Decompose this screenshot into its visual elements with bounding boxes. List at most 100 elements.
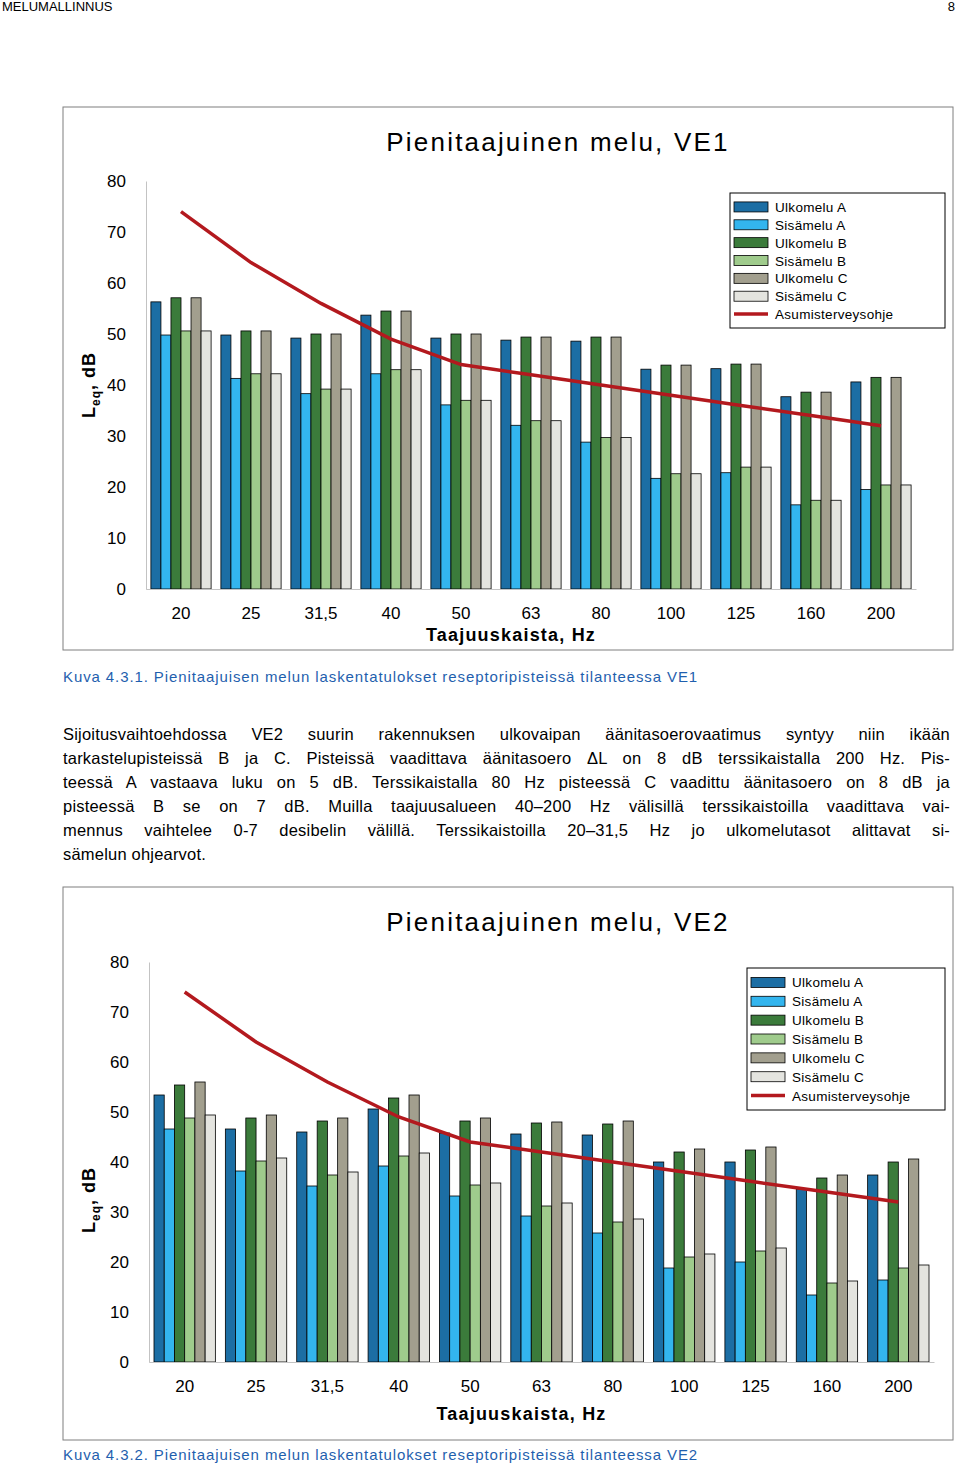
x-tick: 200 <box>867 589 895 623</box>
chart-title: Pienitaajuinen melu, VE1 <box>386 127 729 157</box>
bar <box>481 400 491 589</box>
y-tick: 80 <box>110 953 149 972</box>
bar <box>562 1203 572 1362</box>
y-tick-label: 80 <box>107 172 126 191</box>
plot-area <box>151 212 911 589</box>
x-tick: 31,5 <box>311 1362 344 1396</box>
x-tick-label: 50 <box>452 604 471 623</box>
page: MELUMALLINNUS8Pienitaajuinen melu, VE101… <box>0 0 960 1466</box>
bar <box>161 335 171 589</box>
legend-swatch <box>751 1034 785 1044</box>
x-tick: 25 <box>242 589 261 623</box>
bar <box>511 425 521 589</box>
bar <box>888 1162 898 1362</box>
x-axis: 202531,540506380100125160200 <box>147 589 917 623</box>
x-tick: 50 <box>452 589 471 623</box>
x-tick-label: 200 <box>884 1377 912 1396</box>
chart: Pienitaajuinen melu, VE20102030405060708… <box>63 887 953 1440</box>
y-tick-label: 30 <box>110 1203 129 1222</box>
bar <box>164 1129 174 1362</box>
x-tick-label: 25 <box>247 1377 266 1396</box>
bar <box>368 1109 378 1362</box>
x-tick-label: 80 <box>592 604 611 623</box>
bar <box>781 397 791 589</box>
legend-swatch <box>734 291 768 301</box>
x-tick: 160 <box>797 589 825 623</box>
bar <box>307 1186 317 1362</box>
y-tick-label: 80 <box>110 953 129 972</box>
x-tick-label: 50 <box>461 1377 480 1396</box>
bar <box>450 1196 460 1362</box>
bar <box>542 1206 552 1362</box>
y-tick-label: 60 <box>107 274 126 293</box>
legend-swatch <box>751 977 785 987</box>
paragraph-line: Sijoitusvaihtoehdossa VE2 suurin rakennu… <box>63 722 950 746</box>
bar <box>460 1121 470 1362</box>
bar <box>868 1175 878 1362</box>
bar <box>480 1118 490 1362</box>
y-tick-label: 20 <box>110 1253 129 1272</box>
paragraph: Sijoitusvaihtoehdossa VE2 suurin rakennu… <box>63 722 950 866</box>
legend-box <box>747 968 945 1110</box>
y-axis-line <box>146 182 147 590</box>
x-tick-label: 20 <box>172 604 191 623</box>
bar <box>341 389 351 589</box>
bar <box>791 505 801 589</box>
bar <box>827 1283 837 1362</box>
bar <box>831 500 841 589</box>
bar <box>641 369 651 589</box>
bar <box>751 364 761 589</box>
legend-swatch <box>751 1053 785 1063</box>
bar <box>581 442 591 589</box>
paragraph-line: sämelun ohjearvot. <box>63 842 950 866</box>
y-tick: 70 <box>107 223 146 242</box>
bar <box>871 377 881 589</box>
x-tick: 20 <box>172 589 191 623</box>
x-tick-label: 40 <box>389 1377 408 1396</box>
bar <box>571 341 581 589</box>
y-axis-title: Leq, dB <box>79 352 103 418</box>
bar <box>399 1156 409 1362</box>
header-left: MELUMALLINNUS <box>2 0 113 14</box>
legend: Ulkomelu ASisämelu AUlkomelu BSisämelu B… <box>747 968 945 1110</box>
bar <box>725 1162 735 1362</box>
x-tick: 20 <box>175 1362 194 1396</box>
y-axis-title: Leq, dB <box>79 1167 103 1233</box>
y-tick: 30 <box>110 1203 149 1222</box>
legend-swatch <box>734 202 768 212</box>
legend-swatch <box>751 996 785 1006</box>
y-axis-line <box>149 963 150 1363</box>
bar <box>491 1183 501 1362</box>
x-axis-title: Taajuuskaista, Hz <box>426 625 596 645</box>
legend-label: Ulkomelu A <box>792 975 863 990</box>
x-tick-label: 63 <box>522 604 541 623</box>
bar <box>321 389 331 589</box>
legend-label: Sisämelu A <box>775 218 846 233</box>
bar <box>851 382 861 589</box>
y-tick-label: 40 <box>110 1153 129 1172</box>
x-tick: 63 <box>522 589 541 623</box>
paragraph-line: teessä A vastaava luku on 5 dB. Terssika… <box>63 770 950 794</box>
legend-swatch <box>751 1094 785 1098</box>
bar <box>898 1268 908 1362</box>
y-tick-label: 70 <box>107 223 126 242</box>
bar <box>621 438 631 589</box>
bar <box>501 340 511 589</box>
bar <box>361 315 371 589</box>
header-right: 8 <box>948 0 955 14</box>
bar-series <box>185 1118 909 1362</box>
bar <box>297 1132 307 1362</box>
legend-swatch <box>751 1072 785 1082</box>
bar <box>246 1118 256 1362</box>
bar <box>837 1175 847 1362</box>
y-tick: 30 <box>107 427 146 446</box>
bar <box>623 1121 633 1362</box>
x-tick-label: 125 <box>741 1377 769 1396</box>
bar <box>821 392 831 589</box>
y-tick-label: 60 <box>110 1053 129 1072</box>
y-tick: 60 <box>110 1053 149 1072</box>
bar <box>277 1158 287 1362</box>
bar <box>611 337 621 589</box>
x-tick-label: 40 <box>382 604 401 623</box>
x-tick-label: 200 <box>867 604 895 623</box>
